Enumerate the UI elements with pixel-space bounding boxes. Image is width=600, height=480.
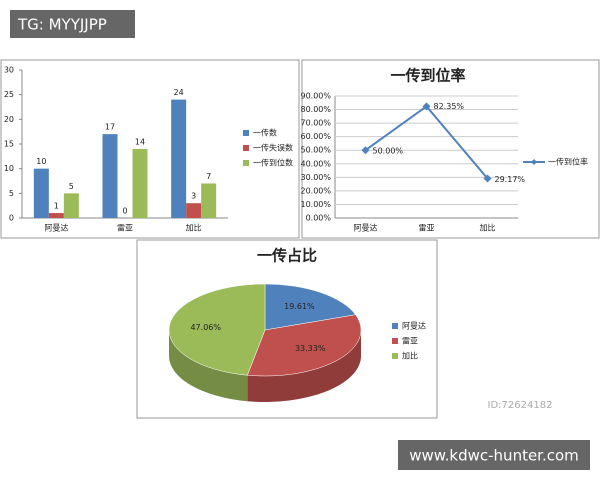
bar xyxy=(102,134,118,218)
marker xyxy=(361,146,370,155)
bar xyxy=(201,183,217,218)
line-chart-frame xyxy=(301,59,600,239)
pie-side xyxy=(247,330,361,402)
legend-swatch xyxy=(243,160,249,166)
x-tick-label: 雷亚 xyxy=(419,224,435,233)
legend-label: 加比 xyxy=(402,351,418,361)
pie-slice xyxy=(168,283,266,376)
y-tick-label: 30.00% xyxy=(300,173,331,182)
data-label: 3 xyxy=(191,192,196,201)
legend-swatch xyxy=(392,338,398,344)
data-label: 0 xyxy=(122,207,127,216)
y-tick-label: 15 xyxy=(4,140,14,149)
legend-label: 阿曼达 xyxy=(402,321,426,331)
y-tick-label: 20 xyxy=(4,115,14,124)
y-tick-label: 90.00% xyxy=(300,92,331,101)
legend-label: 雷亚 xyxy=(402,337,418,346)
tag-box xyxy=(10,10,135,38)
legend-swatch xyxy=(392,353,398,359)
legend-swatch xyxy=(243,145,249,151)
y-tick-label: 25 xyxy=(4,90,14,99)
data-label: 17 xyxy=(105,123,115,132)
data-label: 50.00% xyxy=(373,147,404,156)
legend-label: 一传数 xyxy=(253,128,277,138)
y-tick-label: 50.00% xyxy=(300,146,331,155)
data-label: 33.33% xyxy=(295,344,326,353)
legend-label: 一传到位率 xyxy=(548,157,588,167)
y-tick-label: 30 xyxy=(4,66,14,75)
y-tick-label: 70.00% xyxy=(300,119,331,128)
site-text: www.kdwc-hunter.com xyxy=(409,447,579,465)
tag-text: TG: MYYJJPP xyxy=(17,16,107,34)
data-label: 10 xyxy=(36,157,46,166)
legend-swatch xyxy=(243,130,249,136)
pie-slice xyxy=(247,314,362,377)
y-tick-label: 40.00% xyxy=(300,159,331,168)
x-tick-label: 雷亚 xyxy=(117,224,133,233)
bar xyxy=(171,99,187,218)
data-label: 29.17% xyxy=(495,175,526,184)
x-tick-label: 加比 xyxy=(480,223,496,233)
pie-side xyxy=(168,330,248,402)
data-label: 19.61% xyxy=(284,302,315,311)
y-tick-label: 60.00% xyxy=(300,132,331,141)
legend-marker xyxy=(531,159,537,165)
x-tick-label: 加比 xyxy=(186,223,202,233)
y-tick-label: 10.00% xyxy=(300,200,331,209)
watermark: ID:72624182 xyxy=(488,400,553,411)
legend-label: 一传到位数 xyxy=(253,158,293,168)
legend-swatch xyxy=(392,323,398,329)
bar xyxy=(186,203,202,218)
y-tick-label: 20.00% xyxy=(300,186,331,195)
y-tick-label: 10 xyxy=(4,164,14,173)
y-tick-label: 80.00% xyxy=(300,105,331,114)
data-label: 7 xyxy=(206,172,211,181)
data-label: 5 xyxy=(69,182,74,191)
data-label: 24 xyxy=(174,88,184,97)
x-tick-label: 阿曼达 xyxy=(44,223,68,233)
marker xyxy=(483,174,492,183)
data-label: 1 xyxy=(54,202,59,211)
marker xyxy=(422,102,431,111)
bar xyxy=(132,148,148,218)
chart-title: 一传占比 xyxy=(257,247,317,265)
bar xyxy=(48,213,64,218)
x-tick-label: 阿曼达 xyxy=(354,223,378,233)
data-label: 47.06% xyxy=(190,323,221,332)
y-tick-label: 0.00% xyxy=(306,214,332,223)
bar xyxy=(63,193,79,218)
bar-chart-frame xyxy=(0,59,300,239)
bar xyxy=(33,168,49,218)
data-label: 14 xyxy=(135,137,145,146)
legend-label: 一传失误数 xyxy=(253,143,293,153)
y-tick-label: 5 xyxy=(9,189,14,198)
y-tick-label: 0 xyxy=(9,214,14,223)
chart-title: 一传到位率 xyxy=(390,67,465,85)
site-box xyxy=(398,440,590,470)
data-label: 82.35% xyxy=(434,102,465,111)
